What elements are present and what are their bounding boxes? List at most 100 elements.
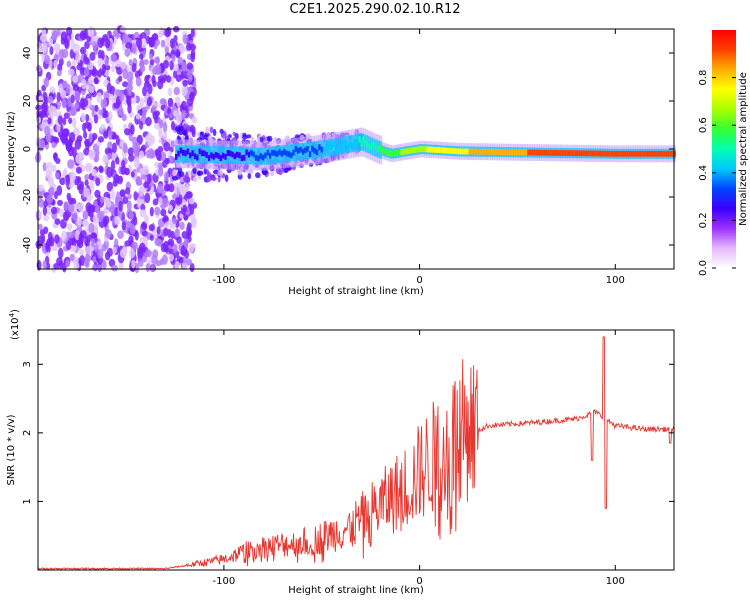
heatmap-cell <box>159 98 167 105</box>
heatmap-cell <box>426 146 430 153</box>
heatmap-cell <box>550 149 554 156</box>
heatmap-cell <box>188 243 195 254</box>
heatmap-cell <box>170 140 176 149</box>
heatmap-cell <box>53 191 59 200</box>
heatmap-cell <box>250 136 255 143</box>
heatmap-cell <box>651 150 655 157</box>
heatmap-cell <box>270 170 275 177</box>
heatmap-cell <box>414 147 418 153</box>
heatmap-cell <box>196 154 200 161</box>
heatmap-cell <box>74 90 80 102</box>
heatmap-cell <box>402 148 406 155</box>
heatmap-cell <box>131 259 136 269</box>
heatmap-cell <box>164 220 169 231</box>
heatmap-cell <box>44 54 51 65</box>
heatmap-cell <box>376 146 380 152</box>
heatmap-cell <box>600 150 603 157</box>
heatmap-cell <box>607 150 611 157</box>
heatmap-cell <box>147 137 154 147</box>
heatmap-cell <box>164 157 170 165</box>
heatmap-cell <box>173 35 178 42</box>
heatmap-cell <box>167 87 173 97</box>
heatmap-cell <box>186 191 193 200</box>
heatmap-cell <box>199 131 205 136</box>
heatmap-cell <box>186 42 192 51</box>
snr-series-line <box>37 336 675 571</box>
heatmap-cell <box>136 197 142 209</box>
heatmap-cell <box>86 35 91 42</box>
heatmap-cell <box>139 209 147 218</box>
heatmap-cell <box>567 150 571 156</box>
heatmap-cell <box>172 63 179 72</box>
heatmap-cell <box>178 44 186 55</box>
heatmap-cell <box>147 173 152 184</box>
heatmap-cell <box>250 147 254 165</box>
heatmap-cell <box>299 146 303 153</box>
heatmap-cell <box>46 194 53 204</box>
heatmap-cell <box>266 149 270 156</box>
heatmap-cell <box>159 26 164 36</box>
heatmap-cell <box>184 150 188 157</box>
heatmap-cell <box>85 114 90 122</box>
heatmap-cell <box>76 135 83 143</box>
heatmap-cell <box>148 36 156 48</box>
heatmap-cell <box>56 91 61 102</box>
heatmap-cell <box>611 150 615 157</box>
heatmap-cell <box>40 33 47 43</box>
heatmap-cell <box>172 176 178 181</box>
heatmap-cell <box>301 148 305 155</box>
snr-multiplier-label: (x104) <box>8 309 21 340</box>
heatmap-cell <box>337 145 340 152</box>
heatmap-cell <box>590 150 594 157</box>
heatmap-cell <box>74 102 79 110</box>
spectrogram-panel: -100 0 100 -40 -20 0 20 40 Height of straight l… <box>6 25 676 297</box>
heatmap-cell <box>70 94 75 104</box>
heatmap-cell <box>119 92 124 102</box>
heatmap-cell <box>381 147 385 154</box>
heatmap-cell <box>212 169 219 175</box>
heatmap-cell <box>154 64 159 75</box>
heatmap-cell <box>173 110 178 117</box>
heatmap-cell <box>250 149 254 156</box>
heatmap-cell <box>111 133 118 140</box>
heatmap-cell <box>154 206 161 216</box>
heatmap-cell <box>77 176 82 184</box>
heatmap-cell <box>163 131 168 141</box>
heatmap-cell <box>522 149 526 156</box>
heatmap-cell <box>84 41 90 50</box>
heatmap-cell <box>97 57 104 68</box>
heatmap-cell <box>191 219 197 229</box>
heatmap-cell <box>374 143 378 149</box>
heatmap-cell <box>635 150 639 157</box>
heatmap-cell <box>170 230 175 240</box>
heatmap-cell <box>243 154 247 161</box>
heatmap-cell <box>95 177 101 187</box>
heatmap-cell <box>187 74 193 82</box>
heatmap-cell <box>268 152 272 159</box>
heatmap-cell <box>207 145 211 164</box>
heatmap-cell <box>463 148 467 155</box>
heatmap-cell <box>128 154 135 162</box>
heatmap-cell <box>178 194 183 205</box>
heatmap-cell <box>163 141 171 152</box>
heatmap-cell <box>83 187 91 198</box>
heatmap-cell <box>184 177 190 182</box>
heatmap-cell <box>52 106 58 117</box>
heatmap-cell <box>344 140 348 146</box>
heatmap-cell <box>143 181 150 189</box>
heatmap-cell <box>121 113 127 122</box>
colorbar-tick-label: 0.2 <box>698 212 709 228</box>
heatmap-cell <box>118 109 124 116</box>
heatmap-cell <box>454 148 458 155</box>
heatmap-cell <box>261 154 265 161</box>
heatmap-cell <box>564 150 568 156</box>
heatmap-cell <box>379 145 383 152</box>
heatmap-cell <box>127 85 132 97</box>
snr-x-axis-label: Height of straight line (km) <box>288 585 424 596</box>
spectrogram-heatmap <box>35 25 676 274</box>
heatmap-cell <box>84 56 90 65</box>
heatmap-cell <box>53 43 61 52</box>
heatmap-cell <box>508 149 512 156</box>
heatmap-cell <box>61 97 67 109</box>
heatmap-cell <box>585 150 589 157</box>
